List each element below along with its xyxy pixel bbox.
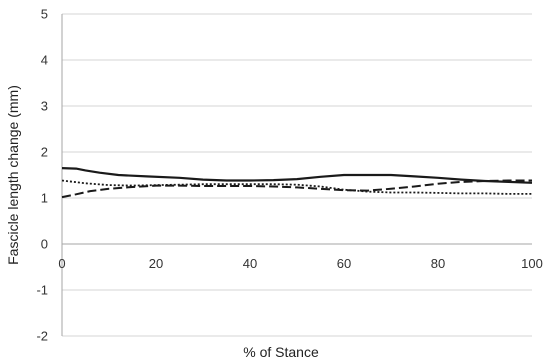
series-line-dashed: [61, 179, 532, 199]
y-tick-label: 2: [41, 145, 48, 160]
y-tick-label: 4: [41, 53, 48, 68]
tick-labels: -2 -1 0 1 2 3 4 5 0 20 40 60 80 100: [36, 7, 542, 344]
y-tick-label: -1: [36, 283, 48, 298]
x-tick-label: 20: [149, 256, 163, 271]
x-tick-label: 0: [58, 256, 65, 271]
x-tick-label: 60: [337, 256, 351, 271]
y-tick-label: 1: [41, 191, 48, 206]
y-tick-label: -2: [36, 329, 48, 344]
x-axis-title: % of Stance: [243, 344, 319, 360]
x-tick-label: 100: [521, 256, 543, 271]
y-axis-title: Fascicle length change (mm): [5, 85, 21, 265]
series-lines: [61, 167, 533, 199]
y-tick-label: 5: [41, 7, 48, 22]
axes: [61, 14, 532, 336]
x-tick-label: 80: [431, 256, 445, 271]
y-tick-label: 3: [41, 99, 48, 114]
x-tick-label: 40: [243, 256, 257, 271]
series-line-solid: [61, 167, 533, 184]
series-line-dotted: [61, 179, 532, 195]
y-tick-label: 0: [41, 237, 48, 252]
